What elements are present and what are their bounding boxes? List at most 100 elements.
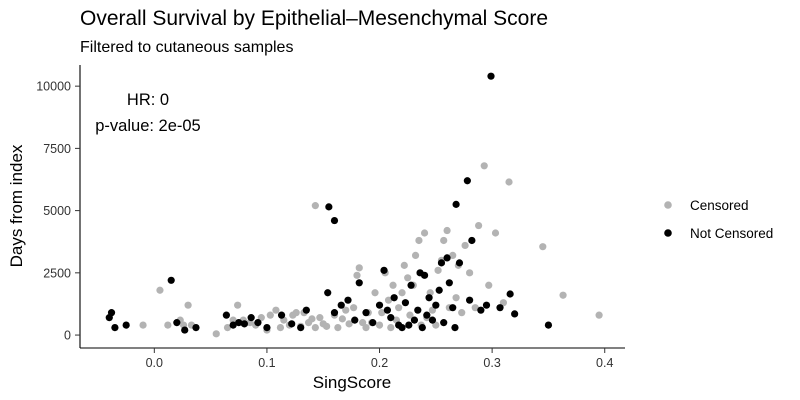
data-point — [440, 236, 448, 245]
data-point — [415, 236, 423, 245]
data-point — [420, 229, 429, 237]
data-point — [334, 323, 342, 332]
y-tick-label: 2500 — [43, 266, 71, 280]
data-point — [463, 177, 471, 185]
plot-area: HR: 0 p-value: 2e-05 — [95, 72, 603, 338]
data-point — [406, 311, 414, 319]
data-point — [485, 281, 493, 289]
data-point — [383, 306, 392, 314]
data-point — [378, 309, 386, 317]
data-point — [437, 259, 446, 267]
x-tick-label: 0.0 — [146, 356, 163, 370]
y-tick-label: 10000 — [36, 80, 71, 94]
data-point — [435, 286, 443, 294]
data-point — [440, 319, 448, 327]
data-point — [311, 323, 319, 332]
data-point — [477, 306, 485, 314]
data-point — [342, 306, 350, 314]
data-point — [351, 316, 359, 324]
data-point — [229, 316, 237, 324]
data-point — [418, 323, 426, 332]
data-point — [338, 315, 346, 323]
data-point — [559, 291, 567, 299]
annotations: HR: 0 p-value: 2e-05 — [95, 91, 201, 135]
data-point — [308, 315, 316, 323]
y-tick-label: 7500 — [43, 142, 71, 156]
data-point — [443, 254, 451, 262]
data-point — [353, 271, 361, 279]
data-point — [345, 320, 353, 328]
legend-label: Censored — [690, 198, 749, 213]
data-point — [323, 322, 331, 330]
data-point — [482, 301, 491, 309]
data-point — [411, 251, 420, 260]
data-point — [276, 323, 285, 332]
data-point — [330, 216, 339, 225]
data-point — [184, 301, 192, 309]
data-point — [369, 319, 377, 327]
data-point — [475, 221, 483, 230]
data-point — [384, 296, 393, 304]
legend-key — [664, 201, 672, 209]
hazard-ratio-label: HR: 0 — [127, 91, 169, 109]
data-point — [122, 321, 130, 329]
data-point — [466, 296, 474, 304]
data-point — [452, 294, 460, 302]
data-point — [434, 266, 442, 274]
data-point — [247, 314, 255, 322]
legend-item: Censored — [664, 198, 749, 213]
p-value-label: p-value: 2e-05 — [95, 117, 201, 135]
data-point — [164, 321, 172, 329]
data-point — [266, 311, 274, 319]
data-point — [297, 323, 305, 332]
data-point — [272, 306, 280, 314]
data-point — [292, 309, 300, 317]
data-point — [401, 299, 410, 307]
data-point — [491, 229, 500, 237]
data-point — [400, 261, 408, 269]
data-point — [387, 314, 395, 322]
y-tick-label: 5000 — [43, 204, 71, 218]
data-point — [139, 321, 147, 329]
chart-title: Overall Survival by Epithelial–Mesenchym… — [80, 7, 548, 30]
data-point — [496, 304, 504, 312]
series-not-censored — [105, 72, 553, 334]
data-point — [222, 311, 230, 319]
data-point — [324, 289, 332, 297]
data-point — [544, 321, 553, 329]
data-point — [254, 319, 262, 327]
data-point — [445, 279, 453, 287]
data-point — [471, 304, 479, 312]
y-axis-title: Days from index — [7, 144, 26, 267]
data-point — [398, 323, 406, 332]
data-point — [288, 320, 296, 328]
data-point — [395, 304, 403, 312]
data-point — [410, 316, 419, 324]
points-layer — [105, 72, 603, 338]
legend-label: Not Censored — [690, 226, 773, 241]
data-point — [362, 309, 370, 317]
data-point — [487, 72, 495, 80]
legend: Censored Not Censored — [664, 198, 773, 241]
data-point — [506, 290, 514, 298]
data-point — [375, 321, 384, 329]
data-point — [212, 330, 220, 338]
data-point — [387, 323, 395, 332]
data-point — [407, 281, 415, 289]
axes: 0.0 0.1 0.2 0.3 0.4 0 2500 5000 7500 10000 — [36, 65, 625, 370]
data-point — [468, 236, 476, 245]
x-axis-ticks: 0.0 0.1 0.2 0.3 0.4 — [146, 348, 613, 370]
y-tick-label: 0 — [64, 329, 71, 343]
data-point — [466, 269, 474, 277]
data-point — [405, 321, 413, 329]
data-point — [263, 323, 271, 332]
data-point — [311, 202, 319, 210]
data-point — [111, 323, 119, 332]
data-point — [505, 178, 513, 186]
x-tick-label: 0.2 — [371, 356, 388, 370]
data-point — [458, 309, 466, 317]
data-point — [156, 286, 164, 294]
data-point — [404, 274, 412, 282]
data-point — [330, 309, 339, 317]
x-axis-title: SingScore — [313, 373, 391, 392]
